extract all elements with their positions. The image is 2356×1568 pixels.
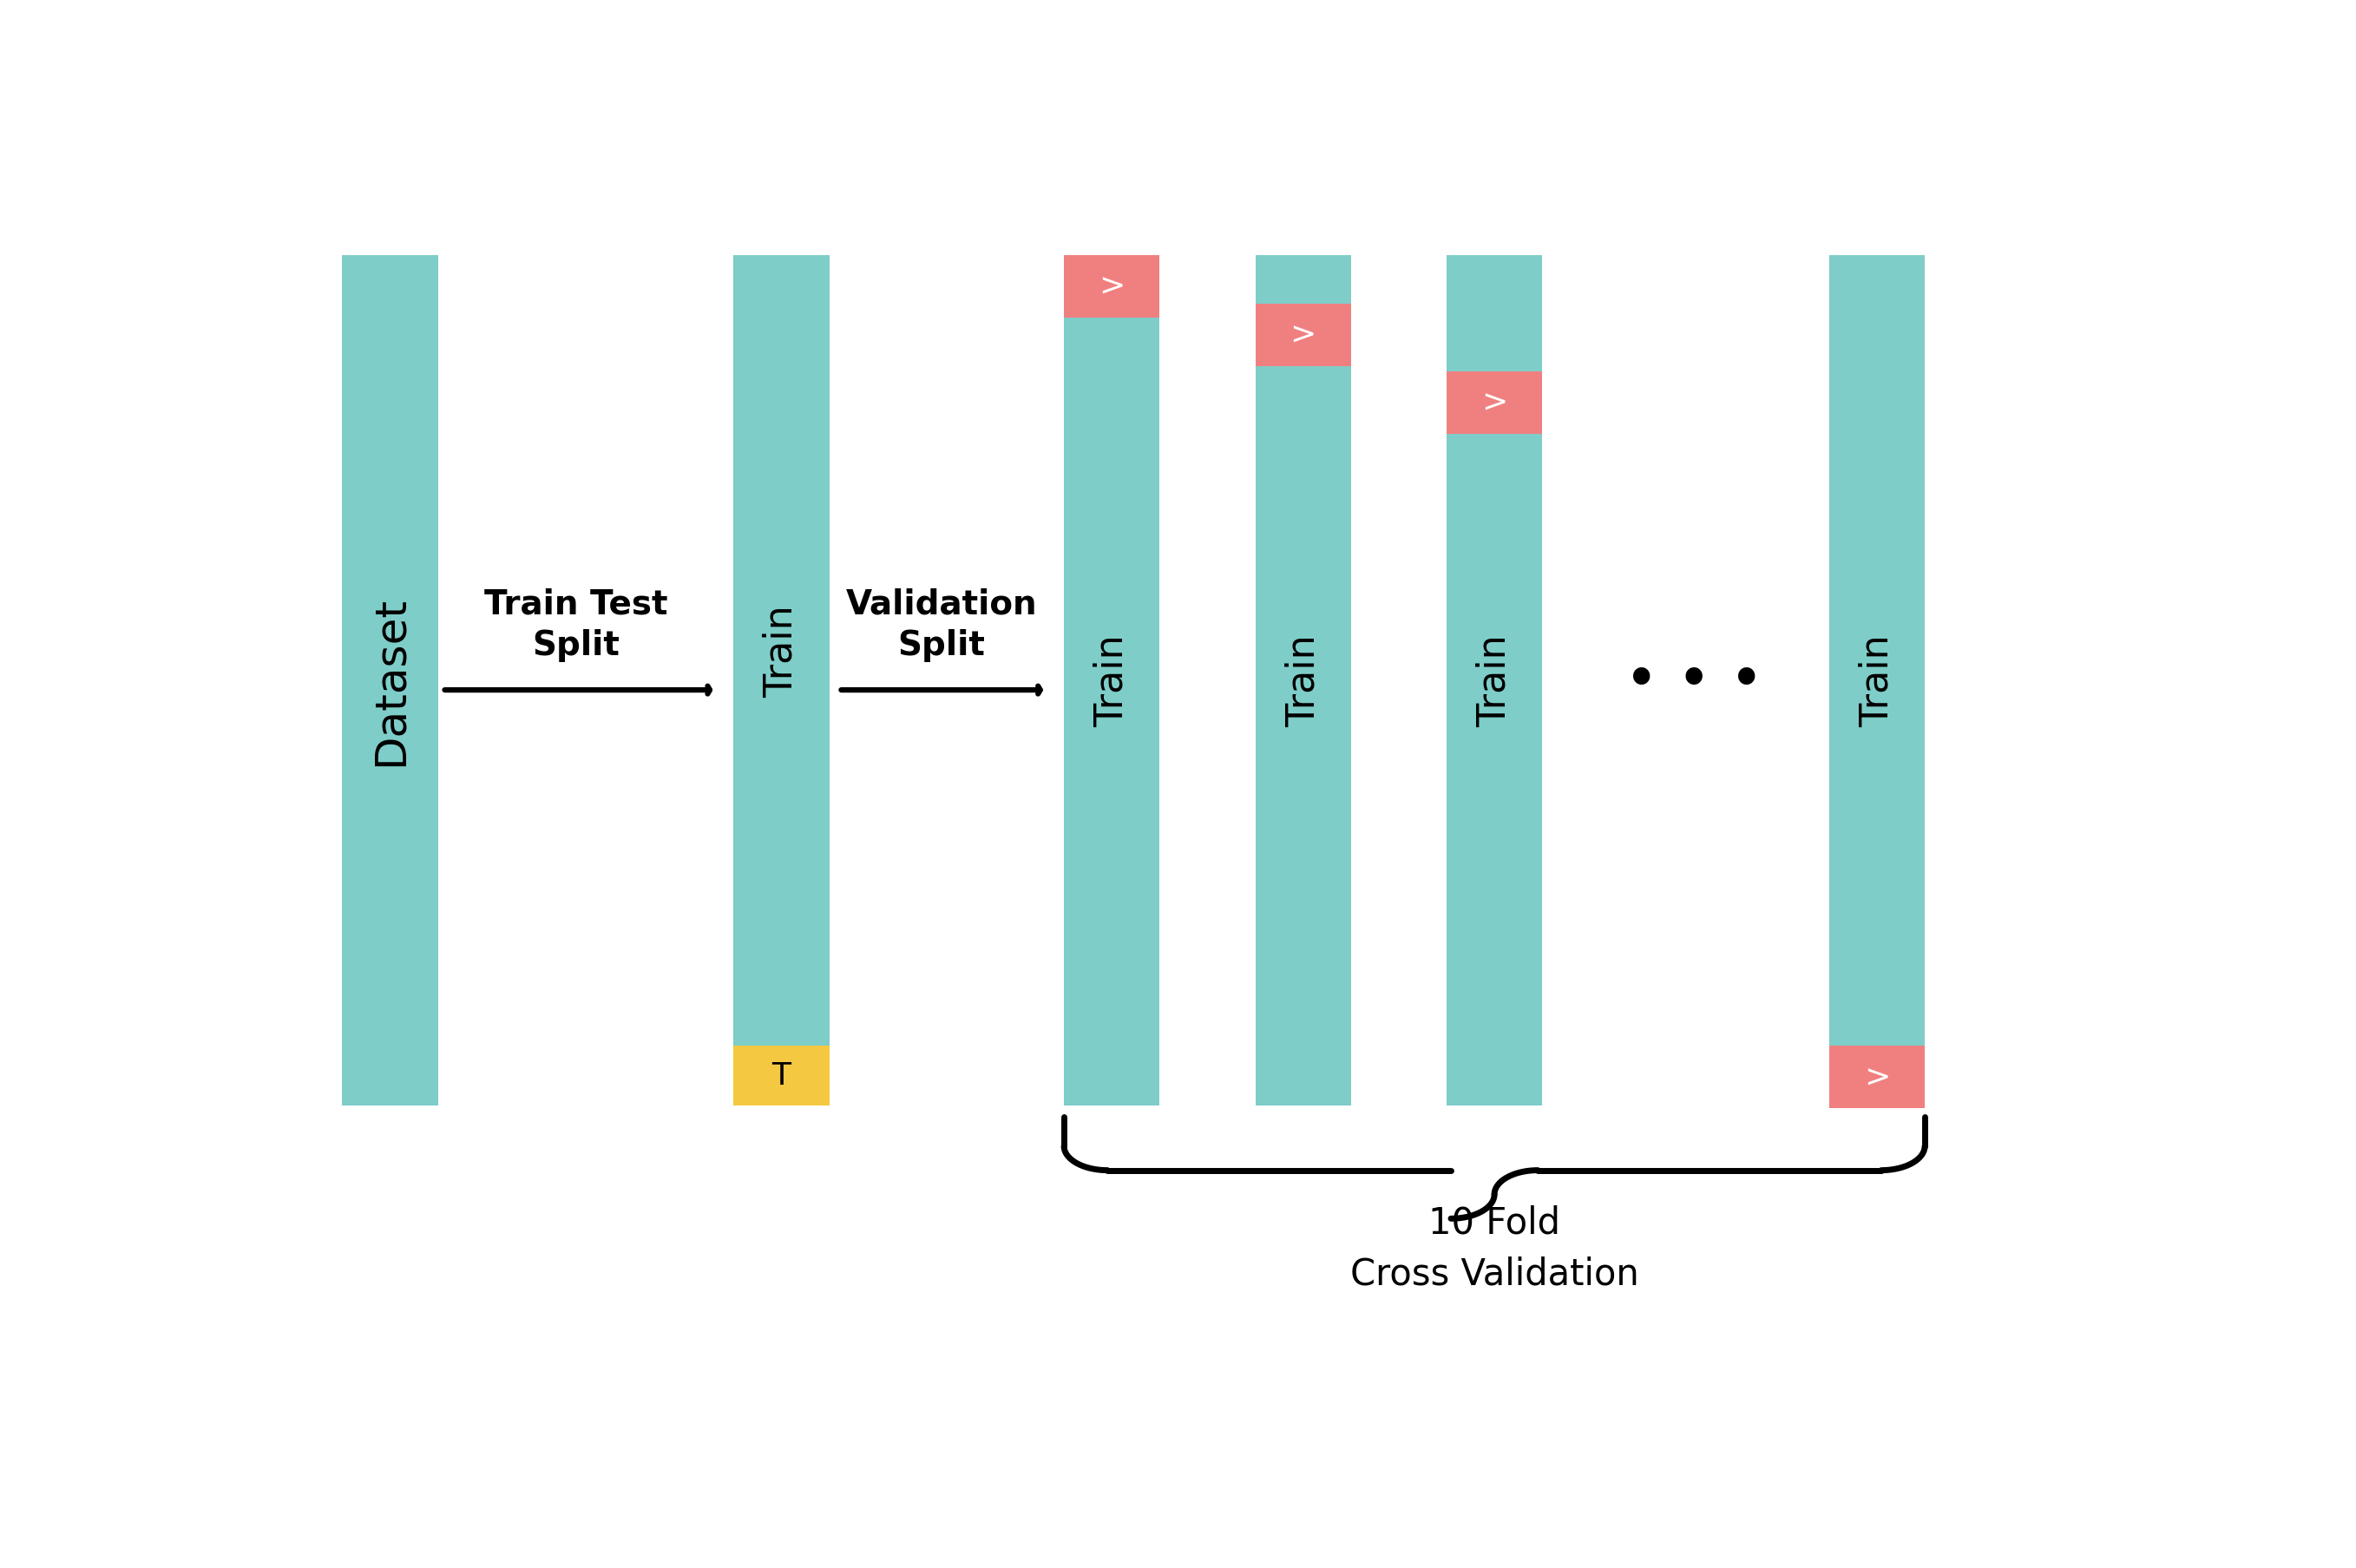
FancyBboxPatch shape — [1256, 304, 1350, 367]
Text: Train: Train — [1475, 635, 1513, 728]
FancyBboxPatch shape — [1447, 372, 1543, 434]
FancyBboxPatch shape — [1447, 256, 1543, 1105]
Text: >: > — [1864, 1063, 1890, 1091]
Text: >: > — [1098, 273, 1124, 303]
Text: T: T — [773, 1062, 792, 1091]
Text: Train: Train — [1859, 635, 1897, 728]
FancyBboxPatch shape — [1256, 256, 1350, 1105]
FancyBboxPatch shape — [1065, 256, 1159, 318]
Text: Train: Train — [1093, 635, 1131, 728]
Text: Train: Train — [1284, 635, 1322, 728]
FancyBboxPatch shape — [733, 256, 829, 1046]
Text: Train Test
Split: Train Test Split — [485, 588, 669, 662]
Text: Validation
Split: Validation Split — [846, 588, 1037, 662]
FancyBboxPatch shape — [1828, 256, 1925, 1105]
Text: • • •: • • • — [1626, 652, 1765, 709]
FancyBboxPatch shape — [342, 256, 438, 1105]
Text: Dataset: Dataset — [370, 596, 410, 765]
Text: >: > — [1482, 389, 1508, 417]
Text: 10 Fold
Cross Validation: 10 Fold Cross Validation — [1350, 1204, 1640, 1292]
FancyBboxPatch shape — [1065, 256, 1159, 1105]
FancyBboxPatch shape — [1828, 1046, 1925, 1109]
Text: Train: Train — [763, 605, 801, 698]
FancyBboxPatch shape — [733, 1046, 829, 1105]
Text: >: > — [1291, 321, 1317, 350]
